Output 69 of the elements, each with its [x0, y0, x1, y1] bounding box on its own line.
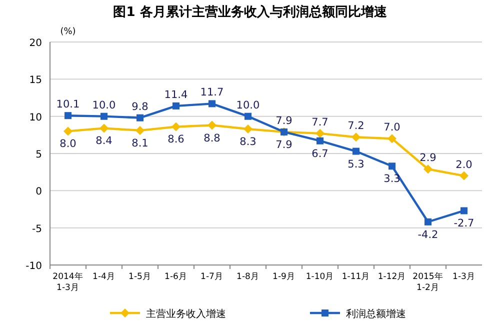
point — [424, 164, 432, 174]
data-label: 7.0 — [384, 122, 400, 134]
data-label: 10.0 — [236, 99, 260, 112]
point — [172, 122, 180, 132]
data-label: 2.9 — [420, 152, 436, 164]
point — [352, 148, 360, 155]
data-label: 3.3 — [384, 173, 400, 186]
data-label: 8.1 — [132, 137, 148, 150]
chart-title: 图1 各月累计主营业务收入与利润总额同比增速 — [113, 4, 388, 20]
data-label: -2.7 — [454, 218, 474, 230]
y-tick-label: 5 — [36, 150, 42, 160]
data-label: 10.1 — [56, 98, 80, 111]
point — [352, 132, 360, 142]
data-label: 7.9 — [276, 138, 292, 151]
y-tick-label: 20 — [29, 38, 42, 49]
point — [208, 120, 216, 130]
y-tick-label: 10 — [29, 112, 42, 124]
point — [244, 112, 252, 120]
y-tick-label: 15 — [29, 75, 42, 86]
point — [316, 137, 324, 144]
x-tick-label: 1-11月 — [342, 272, 370, 282]
legend-label: 主营业务收入增速 — [146, 308, 226, 320]
legend-label: 利润总额增速 — [346, 308, 406, 320]
x-tick-label: 1-3月 — [452, 272, 476, 282]
x-tick-label: 1-6月 — [164, 272, 188, 282]
x-tick-label: 1-4月 — [92, 272, 116, 282]
x-tick-label: 1-8月 — [236, 272, 260, 282]
data-label: -4.2 — [418, 228, 438, 241]
data-label: 8.0 — [60, 138, 76, 150]
point — [316, 128, 324, 138]
data-label: 7.9 — [276, 114, 292, 127]
point — [100, 112, 108, 120]
point — [100, 124, 108, 133]
point — [64, 112, 72, 120]
y-tick-label: -10 — [26, 261, 42, 272]
data-label: 10.0 — [92, 99, 116, 112]
point — [460, 171, 468, 180]
x-tick-label: 2015年 1-2月 — [412, 271, 444, 293]
point — [208, 100, 216, 108]
point — [388, 134, 396, 144]
point — [460, 207, 468, 214]
data-label: 9.8 — [132, 100, 148, 113]
data-label: 8.6 — [168, 134, 185, 146]
data-label: 11.7 — [200, 86, 224, 99]
point — [172, 102, 180, 110]
data-label: 7.2 — [348, 120, 364, 132]
data-label: 8.8 — [204, 132, 220, 144]
data-label: 11.4 — [164, 88, 188, 101]
x-tick-label: 1-5月 — [128, 272, 152, 282]
data-label: 6.7 — [312, 148, 328, 160]
x-tick-label: 1-10月 — [306, 272, 334, 282]
point — [424, 218, 432, 226]
y-tick-label: -5 — [32, 224, 42, 235]
x-tick-label: 1-9月 — [272, 272, 296, 282]
y-tick-label: 0 — [36, 186, 42, 198]
point — [64, 126, 72, 136]
y-axis-title: (%) — [60, 27, 76, 37]
point — [244, 124, 252, 134]
data-label: 8.4 — [96, 135, 113, 148]
data-label: 8.3 — [240, 136, 256, 148]
point — [388, 162, 396, 170]
point — [136, 126, 144, 135]
x-tick-label: 1-7月 — [200, 272, 224, 282]
data-label: 5.3 — [348, 158, 364, 170]
point — [136, 114, 144, 122]
x-tick-label: 2014年 1-3月 — [52, 271, 84, 293]
data-label: 7.7 — [312, 116, 328, 128]
data-label: 2.0 — [456, 158, 472, 171]
x-tick-label: 1-12月 — [378, 272, 406, 282]
